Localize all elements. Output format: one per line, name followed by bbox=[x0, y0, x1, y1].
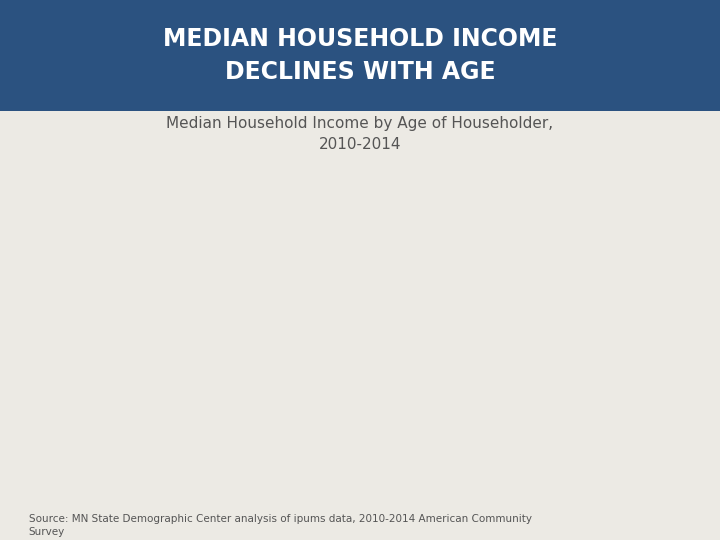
Text: $ 41 000: $ 41 000 bbox=[473, 328, 529, 341]
Bar bbox=[346, 289, 410, 448]
Bar bbox=[95, 238, 160, 448]
Text: $ 27 000: $ 27 000 bbox=[598, 364, 654, 377]
Text: $ 62 000: $ 62 000 bbox=[348, 274, 404, 287]
Text: $ 80 000: $ 80 000 bbox=[222, 228, 279, 241]
Text: Median Household Income by Age of Householder,
2010-2014: Median Household Income by Age of Househ… bbox=[166, 116, 554, 152]
Bar bbox=[596, 379, 661, 448]
Bar bbox=[220, 244, 285, 448]
Bar bbox=[471, 343, 536, 448]
Text: $ 82 000: $ 82 000 bbox=[97, 223, 153, 236]
Text: MEDIAN HOUSEHOLD INCOME
DECLINES WITH AGE: MEDIAN HOUSEHOLD INCOME DECLINES WITH AG… bbox=[163, 26, 557, 84]
Text: Source: MN State Demographic Center analysis of ipums data, 2010-2014 American C: Source: MN State Demographic Center anal… bbox=[29, 514, 532, 537]
